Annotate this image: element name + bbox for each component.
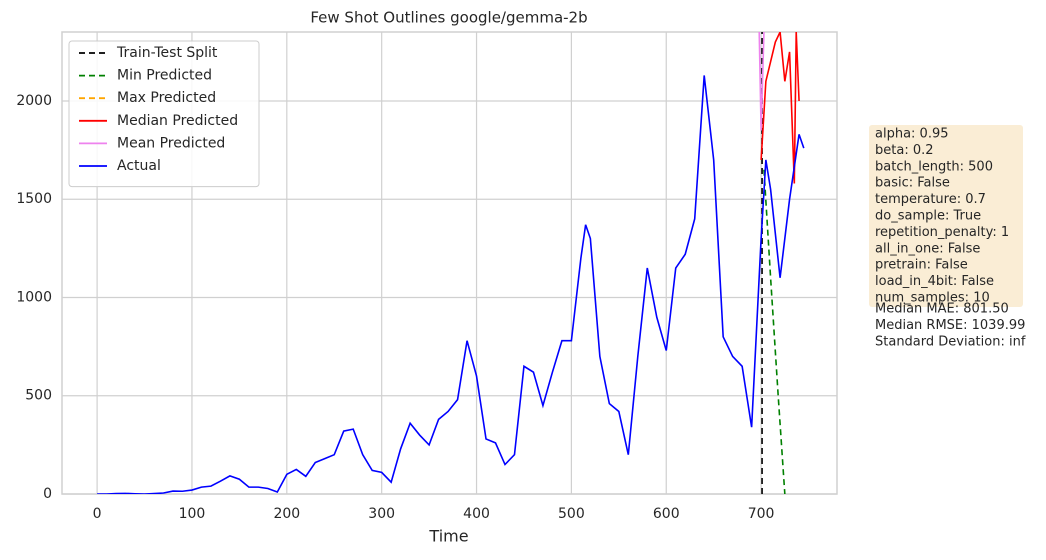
y-tick-label: 1000 [16,289,52,305]
annotation-line: repetition_penalty: 1 [875,225,1009,240]
legend-label: Max Predicted [117,90,216,106]
x-tick-label: 100 [179,506,206,522]
y-tick-label: 0 [43,486,52,502]
annotation-line: temperature: 0.7 [875,192,986,207]
x-tick-label: 600 [653,506,680,522]
legend-label: Median Predicted [117,113,238,129]
annotation-line: load_in_4bit: False [875,274,994,289]
series-line [758,32,765,131]
y-tick-label: 2000 [16,93,52,109]
legend-label: Mean Predicted [117,135,225,151]
legend-label: Train-Test Split [116,45,218,61]
plot-lines [97,32,805,494]
annotation-line: batch_length: 500 [875,159,993,174]
annotation-line: Median MAE: 801.50 [875,302,1009,317]
annotation-line: pretrain: False [875,258,968,273]
x-tick-label: 300 [368,506,395,522]
chart-title: Few Shot Outlines google/gemma-2b [310,9,587,27]
annotation-box [869,125,1023,307]
legend-box [68,40,260,188]
annotation-line: basic: False [875,176,950,191]
series-line [97,75,805,494]
y-tick-label: 500 [25,388,52,404]
series-line [760,32,800,184]
legend-label: Min Predicted [117,68,212,84]
annotation-line: alpha: 0.95 [875,127,949,142]
x-axis-label: Time [428,527,468,546]
series-line [763,169,786,494]
plot-frame [61,31,838,495]
annotation-line: Standard Deviation: inf [875,334,1026,349]
x-tick-label: 500 [558,506,585,522]
annotation-line: all_in_one: False [875,241,980,256]
annotation-line: Median RMSE: 1039.99 [875,318,1025,333]
x-tick-label: 700 [748,506,775,522]
x-tick-label: 400 [463,506,490,522]
y-tick-label: 1500 [16,191,52,207]
x-tick-label: 0 [93,506,102,522]
annotation-line: beta: 0.2 [875,143,934,158]
annotation-line: do_sample: True [875,209,981,224]
x-tick-label: 200 [273,506,300,522]
annotation-line: num_samples: 10 [875,291,990,306]
legend-label: Actual [117,158,161,174]
